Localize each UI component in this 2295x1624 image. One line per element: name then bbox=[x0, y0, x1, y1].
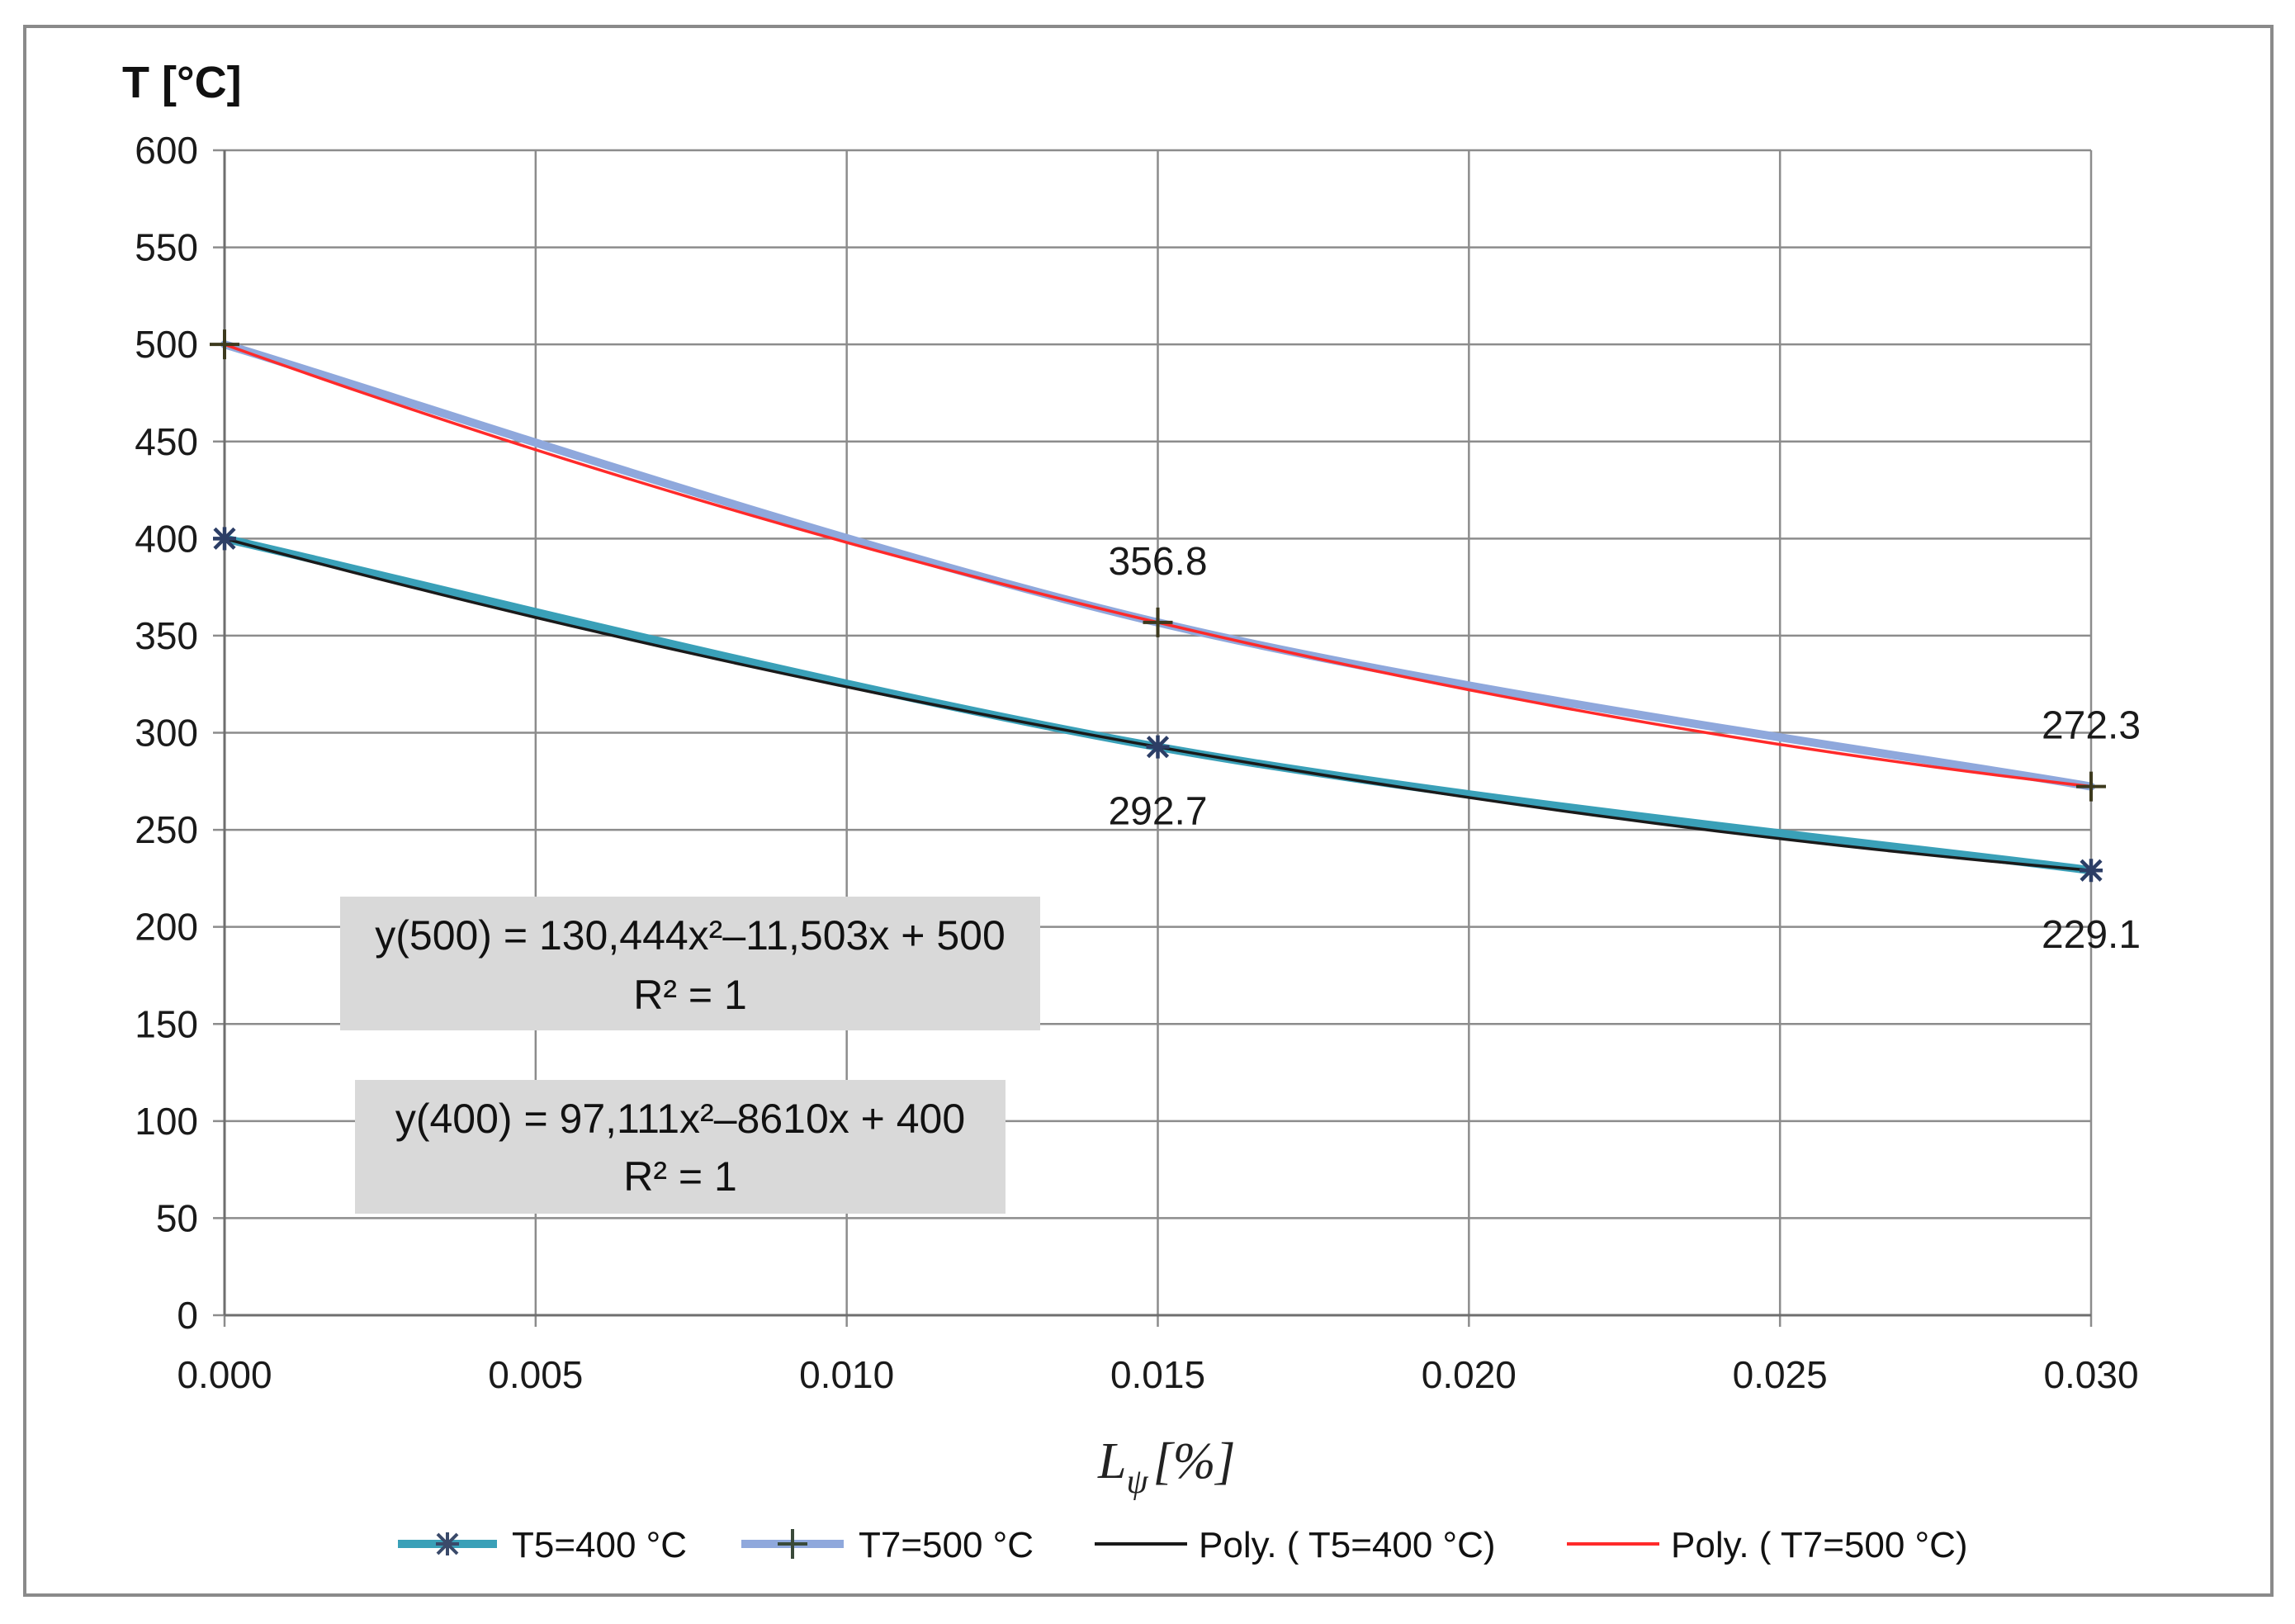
y-axis-label: T [°C] bbox=[122, 58, 242, 107]
legend-marker-plus bbox=[778, 1529, 807, 1559]
y-tick-label: 350 bbox=[135, 614, 198, 657]
y-tick-label: 0 bbox=[177, 1294, 198, 1337]
legend-item-poly-t5: Poly. ( T5=400 °C) bbox=[1095, 1525, 1496, 1565]
marker-t5 bbox=[2080, 859, 2103, 883]
x-tick-label: 0.010 bbox=[799, 1353, 894, 1396]
y-tick-label: 50 bbox=[156, 1196, 198, 1239]
legend: T5=400 °C T7=500 °C Poly. ( T5=400 °C) P… bbox=[398, 1525, 1968, 1565]
y-tick-label: 250 bbox=[135, 808, 198, 851]
data-label: 229.1 bbox=[2042, 913, 2141, 957]
data-label: 356.8 bbox=[1108, 540, 1207, 584]
legend-item-poly-t7: Poly. ( T7=500 °C) bbox=[1567, 1525, 1968, 1565]
marker-t5 bbox=[1146, 735, 1170, 759]
equation-400-text: y(400) = 97,111x²–8610x + 400 bbox=[395, 1096, 965, 1142]
equation-500-r2: R² = 1 bbox=[633, 972, 747, 1018]
legend-item-t5: T5=400 °C bbox=[398, 1525, 687, 1565]
data-label: 292.7 bbox=[1108, 790, 1207, 834]
axes: 0 50 100 150 200 250 300 350 400 450 500 550 600 0.00… bbox=[135, 129, 2138, 1396]
data-label: 272.3 bbox=[2042, 704, 2141, 748]
x-tick-label: 0.025 bbox=[1733, 1353, 1828, 1396]
legend-label-t5: T5=400 °C bbox=[512, 1525, 687, 1565]
legend-marker-asterisk bbox=[436, 1532, 459, 1555]
marker-t7 bbox=[2076, 771, 2106, 802]
series-layer bbox=[210, 329, 2106, 883]
x-tick-label: 0.020 bbox=[1422, 1353, 1517, 1396]
y-tick-label: 100 bbox=[135, 1100, 198, 1143]
equation-400-r2: R² = 1 bbox=[623, 1153, 737, 1200]
y-tick-label: 550 bbox=[135, 226, 198, 269]
y-tick-label: 500 bbox=[135, 323, 198, 366]
marker-t7 bbox=[210, 329, 239, 360]
x-tick-label: 0.030 bbox=[2043, 1353, 2138, 1396]
equation-box-500: y(500) = 130,444x²–11,503x + 500 R² = 1 bbox=[340, 897, 1040, 1030]
legend-label-t7: T7=500 °C bbox=[859, 1525, 1034, 1565]
y-tick-label: 600 bbox=[135, 129, 198, 172]
equation-box-500-bg bbox=[340, 897, 1040, 1030]
data-labels: 356.8 272.3 292.7 229.1 bbox=[1108, 540, 2141, 957]
equation-box-400-bg bbox=[355, 1080, 1006, 1214]
x-axis-label-unit: [%] bbox=[1153, 1433, 1236, 1489]
x-tick-label: 0.005 bbox=[488, 1353, 583, 1396]
chart-frame bbox=[23, 25, 2274, 1597]
legend-label-poly-t7: Poly. ( T7=500 °C) bbox=[1671, 1525, 1968, 1565]
equation-box-400: y(400) = 97,111x²–8610x + 400 R² = 1 bbox=[355, 1080, 1006, 1214]
marker-t7 bbox=[1143, 607, 1173, 637]
equation-500-text: y(500) = 130,444x²–11,503x + 500 bbox=[375, 912, 1006, 959]
y-tick-label: 300 bbox=[135, 712, 198, 755]
y-tick-label: 150 bbox=[135, 1002, 198, 1045]
x-axis-label-sub: ψ bbox=[1126, 1463, 1148, 1501]
x-axis-label: Lψ[%] bbox=[1097, 1433, 1235, 1501]
legend-item-t7: T7=500 °C bbox=[741, 1525, 1034, 1565]
y-tick-label: 450 bbox=[135, 420, 198, 463]
x-axis-label-main: L bbox=[1097, 1433, 1126, 1489]
marker-t5 bbox=[213, 527, 236, 551]
legend-label-poly-t5: Poly. ( T5=400 °C) bbox=[1199, 1525, 1496, 1565]
y-tick-label: 200 bbox=[135, 906, 198, 949]
y-tick-label: 400 bbox=[135, 517, 198, 560]
x-tick-label: 0.015 bbox=[1110, 1353, 1205, 1396]
x-tick-label: 0.000 bbox=[177, 1353, 272, 1396]
